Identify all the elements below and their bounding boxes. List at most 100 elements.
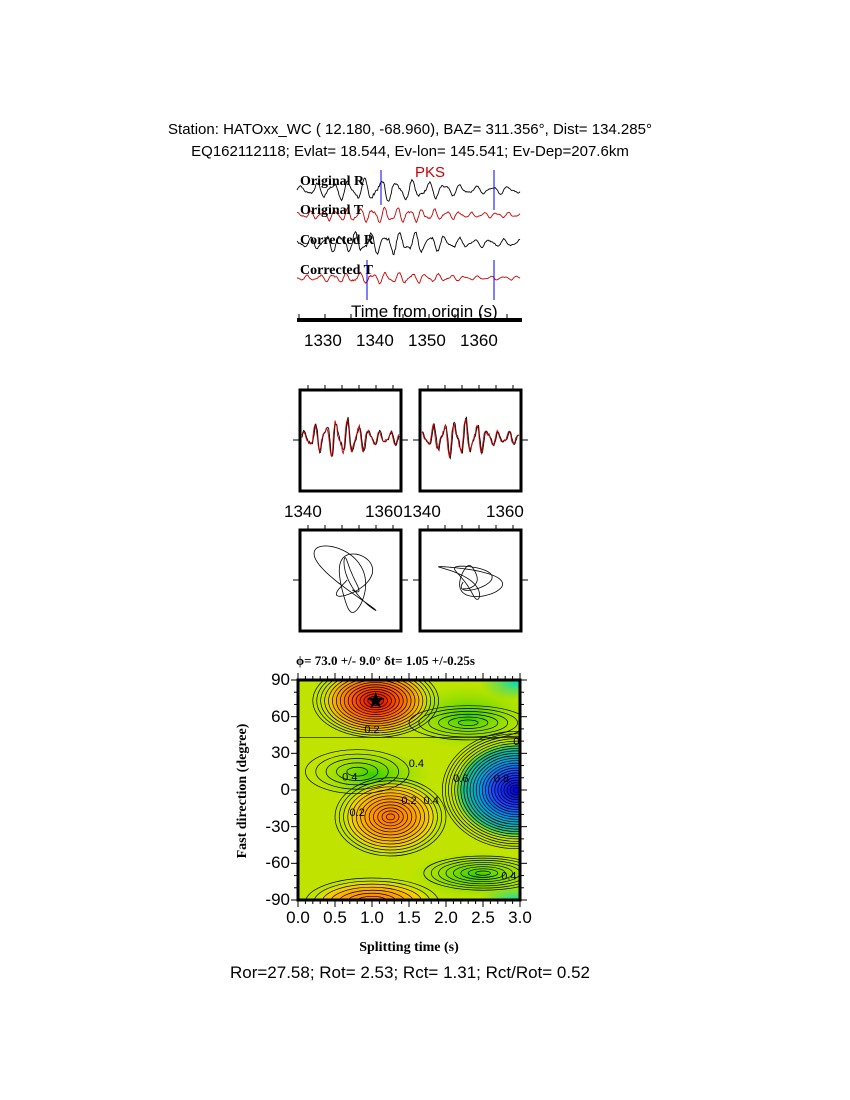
contour-line: [423, 855, 520, 891]
y-tick-label: 30: [271, 743, 290, 763]
contour-line: [475, 870, 491, 876]
contour-line: [438, 859, 520, 887]
y-tick-label: -30: [265, 816, 290, 836]
seismogram-traces: [296, 170, 522, 322]
contour-line: [316, 680, 436, 736]
event-info: EQ162112118; Evlat= 18.544, Ev-lon= 145.…: [191, 143, 629, 160]
y-tick-label: 60: [271, 706, 290, 726]
contour-line: [336, 680, 416, 725]
contour-line: [418, 708, 518, 738]
contour-line: [351, 789, 430, 845]
contour-line: [457, 719, 479, 726]
contour-label: 0.4: [424, 795, 439, 807]
contour-label: 0.2: [364, 724, 379, 736]
contour-line: [328, 680, 424, 729]
contour-line: [338, 780, 443, 854]
contour-label: 0.4: [501, 871, 516, 883]
contour-line: [454, 740, 520, 840]
trace-xtick: 1340: [356, 331, 394, 350]
contour-label: 0.6: [453, 773, 468, 785]
contour-label: 0.4: [342, 772, 357, 784]
contour-line: [506, 782, 520, 798]
contour-ylabel: Fast direction (degree): [235, 723, 250, 859]
trace-label-corrected-t: Corrected T: [300, 263, 373, 278]
contour-label: 0.2: [401, 795, 416, 807]
y-tick-label: -90: [265, 890, 290, 909]
contour-line: [332, 680, 420, 727]
contour-line: [469, 752, 520, 828]
contour-line: [324, 680, 428, 731]
contour-line: [445, 733, 520, 847]
contour-region: [479, 680, 520, 701]
particle-motion-panel: [298, 528, 403, 633]
station-info: Station: HATOxx_WC ( 12.180, -68.960), B…: [168, 121, 652, 138]
splitting-statistics: Ror=27.58; Rot= 2.53; Rct= 1.31; Rct/Rot…: [229, 963, 591, 982]
contour-line: [322, 883, 422, 900]
panel-xtick: 1340: [403, 502, 441, 521]
contour-line: [373, 804, 408, 830]
contour-line: [448, 735, 520, 845]
contour-line: [478, 760, 520, 820]
x-tick-label: 2.5: [471, 908, 495, 927]
contour-line: [482, 762, 520, 818]
contour-line: [428, 711, 509, 735]
phase-label: PKS: [415, 164, 446, 181]
contour-line: [347, 892, 397, 900]
y-tick-label: 90: [271, 670, 290, 689]
contour-line: [360, 795, 421, 839]
contour-line: [355, 792, 426, 842]
contour-label: 0.2: [350, 807, 365, 819]
contour-line: [334, 777, 447, 857]
trace-corrected-r: [296, 230, 521, 256]
contour-line: [475, 757, 520, 823]
contour-line: [381, 810, 400, 824]
contour-line: [305, 749, 410, 795]
y-tick-label: -60: [265, 853, 290, 873]
contour-line: [338, 889, 406, 900]
contour-line: [485, 765, 520, 815]
contour-line: [343, 682, 408, 720]
contour-line: [313, 880, 431, 900]
contour-label: 0.8: [494, 773, 509, 785]
panel-xtick: 1360: [365, 502, 403, 521]
panel-xtick: 1340: [284, 502, 322, 521]
contour-line: [355, 688, 396, 713]
trace-label-original-t: Original T: [300, 203, 364, 218]
contour-frame: [291, 673, 527, 907]
contour-line: [408, 705, 520, 741]
contour-line: [346, 766, 368, 777]
contour-title: ϕ= 73.0 +/- 9.0° δt= 1.05 +/-0.25s: [296, 653, 475, 668]
contour-line: [438, 713, 499, 732]
contour-label: 0.4: [409, 758, 424, 770]
contour-label: 0: [513, 736, 519, 748]
particle-motion: [437, 565, 504, 600]
trace-original-r: [296, 177, 521, 202]
contour-line: [467, 868, 499, 878]
contour-line: [356, 895, 388, 900]
contour-region: [342, 780, 439, 854]
contour-line: [351, 686, 400, 715]
contour-line: [453, 864, 513, 883]
contour-line: [466, 750, 520, 830]
contour-line: [472, 755, 520, 825]
contour-line: [500, 777, 520, 803]
splitting-contour-map: 0.2 0.4 0.4 0.6 0.8 0 0.4 0.2 0.2 0.4: [298, 680, 520, 900]
trace-original-t: [296, 206, 521, 224]
best-fit-star-icon: [367, 691, 385, 709]
waveform-slow: [301, 418, 400, 458]
contour-line: [330, 886, 414, 900]
trace-xtick: 1350: [408, 331, 446, 350]
trace-corrected-t: [296, 271, 521, 285]
contour-line: [494, 772, 520, 808]
contour-xlabel: Splitting time (s): [359, 940, 459, 955]
contour-line: [364, 798, 417, 836]
contour-line: [368, 801, 413, 833]
contour-line: [441, 731, 520, 849]
contour-line: [377, 807, 404, 827]
trace-label-original-r: Original R: [300, 174, 365, 189]
x-tick-label: 1.5: [397, 908, 421, 927]
contour-line: [343, 783, 438, 851]
contour-region: [479, 885, 520, 900]
waveform-panels: [293, 385, 528, 633]
panel-xtick: 1360: [486, 502, 524, 521]
